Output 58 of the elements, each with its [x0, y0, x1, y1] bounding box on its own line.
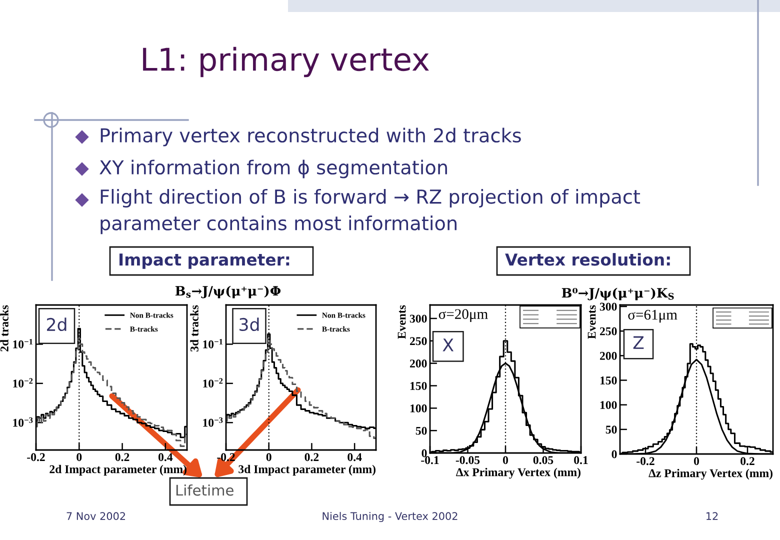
x-tick-label: -0.2: [636, 457, 654, 466]
x-tick-label: 0: [266, 453, 272, 462]
x-tick-label: 0: [503, 456, 508, 464]
annotation: X: [442, 338, 454, 352]
y-tick-label: 100: [600, 401, 617, 410]
x-tick-label: 0.1: [574, 456, 588, 464]
text: XY information from ϕ segmentation: [100, 160, 447, 178]
text: Flight direction of B is forward → RZ projection of impact parameter contains most information: [100, 189, 640, 234]
y-tick-label: 10$^{−2}$: [203, 378, 223, 388]
text: B⁰→J/ψ(μ⁺μ⁻)K$_{S}$: [562, 288, 674, 300]
y-tick-label: 200: [410, 360, 427, 368]
annotation: 3d: [240, 318, 259, 332]
y-tick-label: 150: [410, 382, 427, 390]
annotation: σ=61μm: [628, 310, 678, 323]
y-axis-title: Events: [398, 305, 406, 339]
text: Niels Tuning - Vertex 2002: [322, 512, 458, 522]
x-tick-label: 0.05: [533, 456, 554, 464]
y-tick-label: 250: [600, 327, 617, 336]
x-tick-label: -0.2: [27, 453, 45, 462]
x-tick-label: 0.2: [115, 453, 130, 462]
y-tick-label: 50: [416, 426, 427, 435]
text: Primary vertex reconstructed with 2d tracks: [100, 128, 521, 146]
y-axis-title: Events: [588, 305, 596, 339]
text: Vertex resolution:: [505, 253, 670, 266]
text: L1: primary vertex: [143, 46, 429, 78]
annotation: Z: [633, 336, 644, 349]
y-tick-label: 100: [410, 404, 427, 412]
chart-title: B$_{s}$→J/ψ(μ⁺μ⁻)Φ: [175, 286, 281, 298]
text: 7 Nov 2002: [66, 512, 125, 520]
y-tick-label: 300: [410, 314, 427, 323]
y-tick-label: 250: [410, 337, 427, 346]
y-axis-title: 2d tracks: [0, 305, 8, 352]
x-tick-label: 0: [694, 457, 699, 466]
x-axis-title: 3d Impact parameter (mm): [238, 464, 376, 476]
y-tick-label: 150: [600, 376, 617, 384]
y-tick-label: 10$^{−3}$: [13, 417, 33, 427]
x-axis-title: Δz Primary Vertex (mm): [648, 468, 772, 480]
x-tick-label: 0.2: [740, 457, 754, 466]
x-axis-title: Δx Primary Vertex (mm): [456, 468, 580, 479]
text: Impact parameter:: [120, 254, 290, 269]
x-tick-label: 0.4: [348, 453, 362, 462]
x-tick-label: -0.1: [421, 456, 439, 464]
y-axis-title: 3d tracks: [190, 305, 198, 352]
y-tick-label: 200: [600, 352, 617, 360]
x-tick-label: -0.05: [456, 456, 480, 464]
y-tick-label: 10$^{−1}$: [203, 338, 223, 348]
text: 12: [706, 512, 718, 520]
y-tick-label: 50: [606, 426, 617, 434]
y-tick-label: 10$^{−2}$: [13, 378, 33, 388]
y-tick-label: 10$^{−3}$: [203, 417, 223, 427]
annotation: 2d: [47, 318, 66, 332]
y-tick-label: 300: [600, 302, 617, 311]
y-tick-label: 10$^{−1}$: [13, 338, 33, 348]
x-tick-label: 0.4: [158, 453, 173, 462]
annotation: σ=20μm: [438, 309, 488, 322]
x-tick-label: 0: [76, 453, 82, 462]
text: Lifetime: [176, 484, 234, 496]
x-tick-label: 0.2: [304, 453, 319, 462]
